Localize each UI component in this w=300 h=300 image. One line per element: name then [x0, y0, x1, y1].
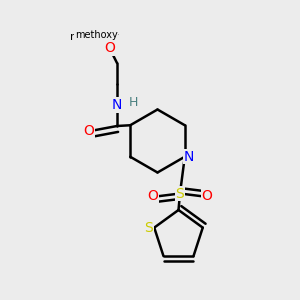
Text: methoxy: methoxy — [75, 29, 117, 40]
Text: N: N — [184, 150, 194, 164]
Text: H: H — [129, 96, 138, 109]
Text: N: N — [112, 98, 122, 112]
Text: S: S — [145, 220, 153, 235]
Text: O: O — [83, 124, 94, 137]
Text: O: O — [148, 189, 158, 203]
Text: O: O — [104, 41, 115, 55]
Text: S: S — [176, 187, 184, 200]
Text: O: O — [202, 189, 212, 203]
Text: methoxy: methoxy — [70, 32, 119, 43]
